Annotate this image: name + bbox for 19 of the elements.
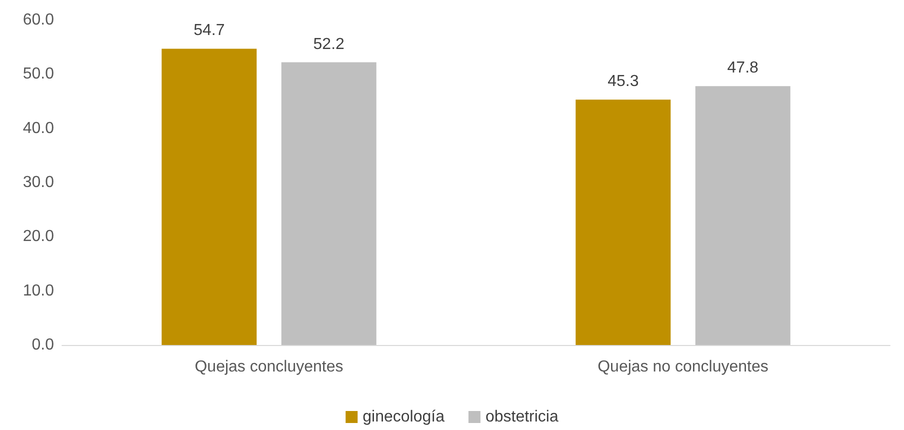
y-tick-label: 20.0 [22,228,54,246]
y-tick-label: 30.0 [22,174,54,191]
data-label: 45.3 [608,73,639,90]
y-tick-label: 10.0 [22,282,54,300]
y-tick-label: 50.0 [22,66,54,83]
y-tick-label: 60.0 [22,12,54,28]
bar [281,62,376,345]
bar [162,48,257,345]
data-label: 52.2 [313,36,345,53]
data-label: 54.7 [194,22,225,40]
bar [576,100,671,345]
legend-label: ginecología [362,408,445,426]
data-label: 47.8 [727,60,759,77]
y-tick-label: 40.0 [22,120,54,137]
y-tick-label: 0.0 [32,336,54,354]
bar [695,86,790,345]
x-tick-label: Quejas concluyentes [194,358,344,376]
legend-label: obstetricia [485,408,558,426]
x-tick-label: Quejas no concluyentes [598,358,768,376]
